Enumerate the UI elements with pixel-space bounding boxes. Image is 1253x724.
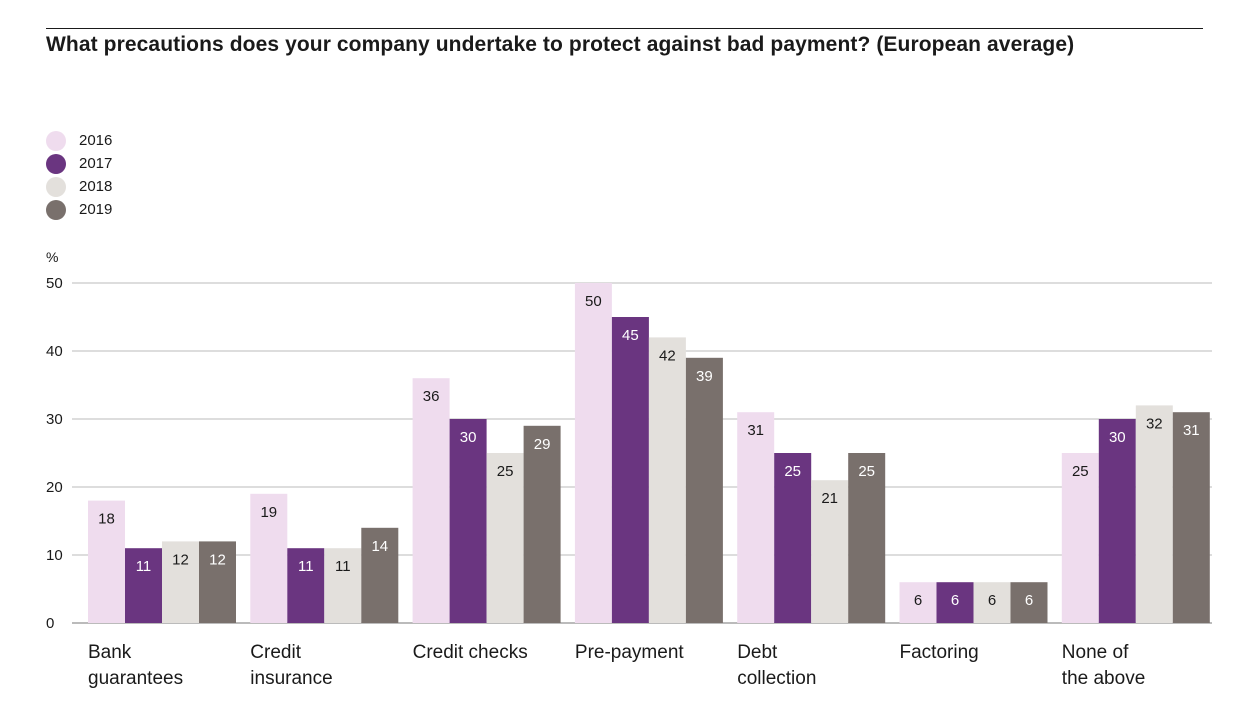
bar-value-label: 32 (1146, 415, 1163, 432)
bar-2016 (88, 500, 125, 623)
bar-2017 (449, 419, 487, 623)
bar-2017 (287, 548, 325, 623)
bar-value-label: 6 (951, 592, 959, 609)
bar-value-label: 25 (858, 463, 875, 480)
x-category-label-line: insurance (250, 668, 332, 689)
x-category-label: None of the above (1062, 642, 1145, 689)
bar-2018 (1135, 405, 1173, 623)
bar-2018 (324, 548, 362, 623)
bar-value-label: 25 (1072, 463, 1089, 480)
bar-value-label: 6 (988, 592, 996, 609)
bar-2019 (1010, 582, 1048, 623)
bar-2018 (648, 337, 686, 623)
bar-2017 (1098, 419, 1136, 623)
bar-2019 (685, 357, 723, 623)
bar-2017 (125, 548, 162, 623)
y-tick-label: 10 (46, 547, 63, 564)
x-category-label: Bank guarantees (88, 642, 183, 689)
bar-2019 (848, 453, 886, 623)
x-category-label: Credit checks (413, 642, 528, 663)
bar-value-label: 11 (298, 558, 314, 575)
legend-swatch-2019 (46, 199, 66, 220)
legend-swatch-2018 (46, 176, 66, 197)
x-category-label-line: collection (737, 668, 816, 689)
bar-2018 (162, 541, 199, 623)
bar-value-label: 50 (585, 293, 602, 310)
bar-value-label: 25 (497, 463, 514, 480)
bar-2019 (523, 425, 561, 623)
bar-2018 (486, 453, 524, 623)
chart-title: What precautions does your company under… (46, 33, 1075, 56)
legend-item-2019: 2019 (46, 198, 112, 221)
x-category-label-line: the above (1062, 668, 1145, 689)
x-category-label-line: Pre-payment (575, 642, 684, 663)
bar-value-label: 6 (914, 592, 922, 609)
y-tick-label: 40 (46, 343, 63, 360)
x-category-label-line: Credit (250, 642, 301, 663)
bar-2018 (973, 582, 1011, 623)
y-tick-label: 20 (46, 479, 63, 496)
legend-swatch-2017 (46, 153, 66, 174)
bar-value-label: 36 (423, 388, 440, 405)
bar-value-label: 14 (371, 538, 388, 555)
legend-label: 2019 (79, 201, 113, 218)
bar-2016 (899, 582, 937, 623)
bar-2016 (1061, 453, 1099, 623)
x-category-label-line: Bank (88, 642, 132, 663)
bar-value-label: 42 (659, 347, 676, 364)
bar-2018 (811, 480, 849, 623)
y-tick-label: 30 (46, 411, 63, 428)
legend-label: 2018 (79, 178, 113, 195)
x-category-label: Debt collection (737, 642, 816, 689)
bar-value-label: 18 (98, 511, 115, 528)
bar-2016 (250, 493, 288, 623)
legend: 2016 2017 2018 2019 (46, 129, 112, 221)
x-category-label: Pre-payment (575, 642, 684, 663)
x-category-label-line: guarantees (88, 668, 183, 689)
legend-swatch-2016 (46, 130, 66, 151)
bar-value-label: 12 (172, 551, 189, 568)
top-rule (46, 28, 1203, 29)
bar-value-label: 25 (784, 463, 801, 480)
bar-value-label: 39 (696, 368, 713, 385)
bar-value-label: 11 (136, 558, 152, 575)
bar-value-label: 21 (821, 490, 838, 507)
bar-value-label: 12 (209, 551, 226, 568)
bar-value-label: 19 (260, 504, 277, 521)
bar-value-label: 11 (335, 558, 351, 575)
x-category-label-line: Debt (737, 642, 778, 663)
x-category-label-line: Credit checks (413, 642, 528, 663)
legend-label: 2016 (79, 132, 113, 149)
legend-label: 2017 (79, 155, 113, 172)
bar-2019 (199, 541, 236, 623)
x-category-label-line: None of (1062, 642, 1129, 663)
y-tick-label: 50 (46, 275, 63, 292)
bar-value-label: 6 (1025, 592, 1033, 609)
bar-2016 (737, 412, 775, 623)
y-tick-label: 0 (46, 615, 54, 632)
bar-value-label: 45 (622, 327, 639, 344)
bar-value-label: 29 (534, 436, 551, 453)
legend-item-2016: 2016 (46, 129, 112, 152)
bar-value-label: 30 (1109, 429, 1126, 446)
x-category-label: Credit insurance (250, 642, 332, 689)
x-category-label: Factoring (900, 642, 979, 663)
bar-2016 (412, 378, 450, 623)
bar-2017 (611, 317, 649, 623)
bar-2019 (1172, 412, 1210, 623)
y-axis-label: % (46, 249, 58, 265)
legend-item-2018: 2018 (46, 175, 112, 198)
bar-value-label: 31 (747, 422, 764, 439)
bar-value-label: 31 (1183, 422, 1200, 439)
bar-2017 (936, 582, 974, 623)
bar-2017 (774, 453, 812, 623)
bar-value-label: 30 (460, 429, 477, 446)
x-category-label-line: Factoring (900, 642, 979, 663)
legend-item-2017: 2017 (46, 152, 112, 175)
bar-2016 (574, 283, 612, 623)
bar-2019 (361, 527, 399, 623)
